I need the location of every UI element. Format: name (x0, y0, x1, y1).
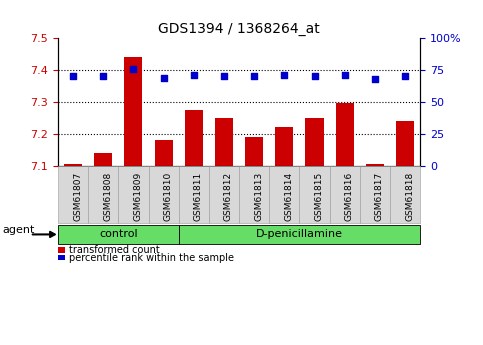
Point (311, 73, 318, 79)
Text: GSM61812: GSM61812 (224, 172, 233, 221)
Text: percentile rank within the sample: percentile rank within the sample (69, 253, 234, 263)
Text: transformed count: transformed count (69, 245, 160, 255)
Text: D-penicillamine: D-penicillamine (256, 229, 343, 239)
Bar (275, 127, 294, 166)
Text: control: control (99, 229, 138, 239)
Bar (64, 164, 82, 166)
Text: GSM61817: GSM61817 (375, 172, 384, 221)
Bar (366, 164, 384, 166)
Bar (94, 153, 112, 166)
Text: GSM61816: GSM61816 (345, 172, 354, 221)
Text: agent: agent (2, 225, 35, 235)
Point (99, 73, 107, 79)
Text: GSM61814: GSM61814 (284, 172, 293, 221)
Title: GDS1394 / 1368264_at: GDS1394 / 1368264_at (158, 21, 320, 36)
Text: GSM61809: GSM61809 (133, 172, 142, 221)
Text: GSM61815: GSM61815 (314, 172, 324, 221)
Text: GSM61818: GSM61818 (405, 172, 414, 221)
Bar (306, 118, 324, 166)
Bar (396, 121, 414, 166)
Bar (125, 57, 142, 166)
Point (220, 73, 228, 79)
Text: GSM61811: GSM61811 (194, 172, 203, 221)
Point (401, 73, 409, 79)
Text: GSM61808: GSM61808 (103, 172, 112, 221)
Point (371, 76, 379, 81)
Bar (245, 137, 263, 166)
Text: GSM61813: GSM61813 (254, 172, 263, 221)
Point (341, 72, 349, 78)
Point (129, 66, 137, 71)
Bar (336, 104, 354, 166)
Bar (185, 110, 203, 166)
Point (160, 75, 168, 80)
Text: GSM61810: GSM61810 (164, 172, 172, 221)
Point (190, 72, 198, 78)
Point (281, 72, 288, 78)
Text: GSM61807: GSM61807 (73, 172, 82, 221)
Point (69, 73, 77, 79)
Point (250, 73, 258, 79)
Bar (155, 140, 173, 166)
Bar (215, 118, 233, 166)
